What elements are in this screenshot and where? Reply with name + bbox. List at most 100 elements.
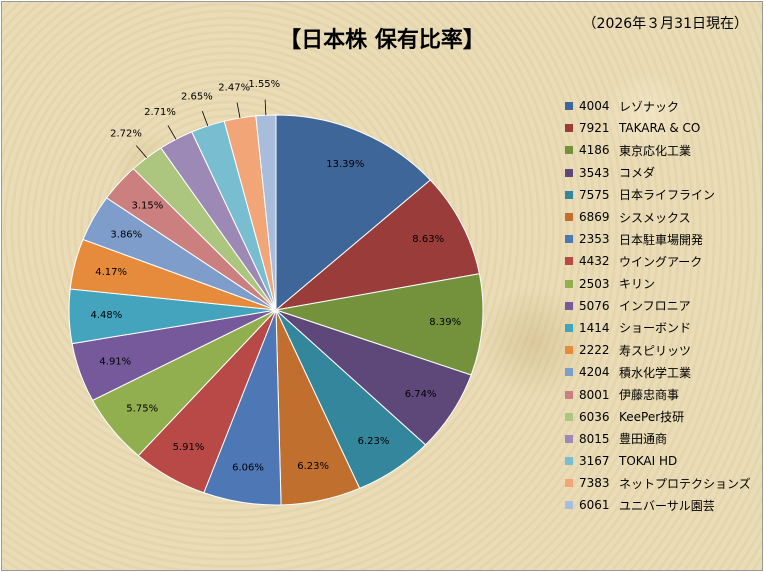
legend-swatch	[565, 479, 573, 488]
legend-swatch	[565, 124, 573, 133]
legend-item-7383: 7383 ネットプロテクションズ	[565, 472, 751, 494]
legend-code: 4004	[579, 99, 610, 114]
legend-name: TAKARA & CO	[619, 121, 701, 136]
legend-name: 日本駐車場開発	[619, 232, 704, 247]
legend-swatch	[565, 323, 573, 332]
chart-subtitle: （2026年３月31日現在）	[582, 16, 748, 32]
legend-code: 7575	[579, 187, 610, 202]
slice-label-7383: 2.47%	[218, 82, 250, 93]
legend-name: コメダ	[619, 166, 656, 181]
legend-item-6869: 6869 シスメックス	[565, 206, 751, 228]
legend-item-2503: 2503 キリン	[565, 273, 751, 295]
legend-name: ウイングアーク	[619, 254, 703, 269]
leader-line-8015	[167, 125, 177, 140]
legend-name: ユニバーサル園芸	[619, 498, 715, 513]
legend-code: 6061	[579, 498, 610, 513]
legend-item-8001: 8001 伊藤忠商事	[565, 383, 751, 405]
legend-name: 積水化学工業	[619, 365, 692, 380]
legend-item-1414: 1414 ショーボンド	[565, 317, 751, 339]
legend-name: TOKAI HD	[619, 454, 678, 469]
legend-item-2353: 2353 日本駐車場開発	[565, 228, 751, 250]
legend-name: 寿スピリッツ	[619, 343, 692, 358]
legend-name: 日本ライフライン	[619, 188, 716, 203]
slice-label-4004: 13.39%	[326, 159, 364, 170]
legend-item-5076: 5076 インフロニア	[565, 295, 751, 317]
legend-code: 2353	[579, 232, 610, 247]
leader-line-6061	[264, 99, 267, 116]
slice-label-1414: 4.48%	[91, 310, 123, 321]
pie-slice-6061	[255, 114, 277, 311]
legend-swatch	[565, 235, 573, 244]
legend-name: レゾナック	[619, 99, 680, 114]
slice-label-3167: 2.65%	[181, 91, 213, 102]
legend-swatch	[565, 346, 573, 355]
legend-name: 豊田通商	[619, 432, 668, 447]
slice-label-6061: 1.55%	[248, 79, 280, 90]
legend-item-3543: 3543 コメダ	[565, 162, 751, 184]
legend-swatch	[565, 501, 573, 510]
legend-swatch	[565, 301, 573, 310]
legend-name: キリン	[619, 277, 656, 292]
slice-label-8015: 2.71%	[144, 107, 176, 118]
legend: 4004 レゾナック 7921 TAKARA & CO 4186 東京応化工業 3543 コメ…	[565, 95, 751, 517]
legend-swatch	[565, 412, 573, 421]
legend-swatch	[565, 190, 573, 199]
legend-swatch	[565, 434, 573, 443]
slice-label-2222: 4.17%	[95, 267, 127, 278]
legend-code: 7921	[579, 121, 610, 136]
legend-swatch	[565, 102, 573, 111]
leader-line-6036	[135, 145, 148, 158]
slice-label-3543: 6.74%	[405, 389, 437, 400]
legend-code: 5076	[579, 298, 610, 313]
legend-code: 2222	[579, 343, 610, 358]
legend-item-3167: 3167 TOKAI HD	[565, 450, 751, 472]
legend-code: 4204	[579, 365, 610, 380]
legend-name: シスメックス	[619, 210, 691, 225]
legend-swatch	[565, 168, 573, 177]
legend-code: 3167	[579, 454, 610, 469]
legend-code: 7383	[579, 476, 610, 491]
slice-label-5076: 4.91%	[99, 357, 131, 368]
legend-item-4432: 4432 ウイングアーク	[565, 250, 751, 272]
chart-title: 【日本株 保有比率】	[279, 28, 485, 53]
legend-code: 6036	[579, 409, 610, 424]
slice-label-6869: 6.23%	[297, 461, 329, 472]
legend-name: インフロニア	[619, 299, 691, 314]
leader-line-3167	[201, 111, 209, 127]
legend-item-6061: 6061 ユニバーサル園芸	[565, 494, 751, 516]
legend-item-4204: 4204 積水化学工業	[565, 361, 751, 383]
legend-swatch	[565, 457, 573, 466]
legend-swatch	[565, 368, 573, 377]
legend-item-8015: 8015 豊田通商	[565, 428, 751, 450]
legend-swatch	[565, 146, 573, 155]
legend-item-4004: 4004 レゾナック	[565, 95, 751, 117]
pie-slice-4186	[275, 273, 484, 376]
legend-swatch	[565, 390, 573, 399]
slice-label-4186: 8.39%	[429, 317, 461, 328]
slice-label-8001: 3.15%	[132, 201, 164, 212]
legend-name: ネットプロテクションズ	[619, 476, 751, 491]
legend-name: KeePer技研	[619, 410, 685, 425]
legend-item-7921: 7921 TAKARA & CO	[565, 117, 751, 139]
slice-label-4432: 5.91%	[173, 442, 205, 453]
legend-name: ショーボンド	[619, 321, 692, 336]
slice-label-4204: 3.86%	[110, 230, 142, 241]
legend-code: 8015	[579, 431, 610, 446]
pie-slice-7921	[274, 179, 480, 311]
slice-label-7575: 6.23%	[358, 436, 390, 447]
legend-name: 東京応化工業	[619, 143, 692, 158]
slice-label-6036: 2.72%	[110, 128, 142, 139]
slice-label-2503: 5.75%	[126, 403, 158, 414]
legend-name: 伊藤忠商事	[619, 388, 680, 403]
legend-item-4186: 4186 東京応化工業	[565, 139, 751, 161]
legend-code: 4432	[579, 254, 610, 269]
legend-swatch	[565, 279, 573, 288]
legend-item-6036: 6036 KeePer技研	[565, 406, 751, 428]
slice-label-7921: 8.63%	[412, 234, 444, 245]
pie-slice-4004	[275, 114, 432, 312]
legend-code: 8001	[579, 387, 610, 402]
legend-item-7575: 7575 日本ライフライン	[565, 184, 751, 206]
legend-code: 3543	[579, 165, 610, 180]
